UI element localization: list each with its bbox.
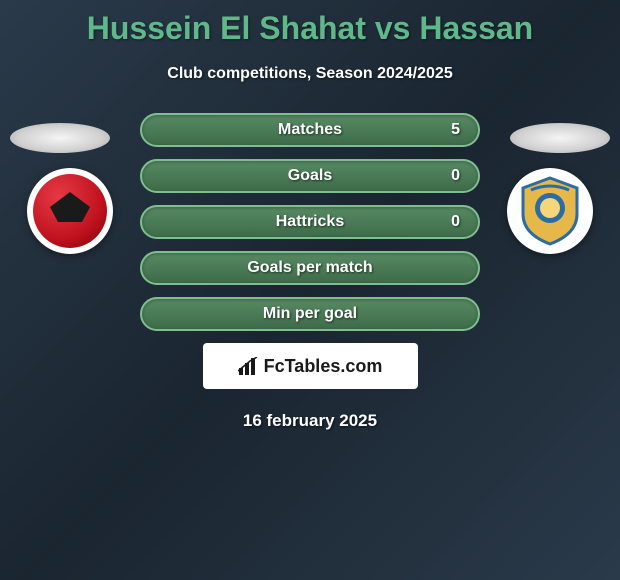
- stat-row-hattricks: Hattricks 0: [140, 205, 480, 239]
- stat-value-right: 0: [451, 213, 460, 231]
- al-ahly-crest-icon: [33, 174, 107, 248]
- team-badge-right: [507, 168, 593, 254]
- team-badge-left: [27, 168, 113, 254]
- brand-logo[interactable]: FcTables.com: [203, 343, 418, 389]
- stat-value-right: 0: [451, 167, 460, 185]
- date-label: 16 february 2025: [0, 411, 620, 431]
- player-avatar-left: [10, 123, 110, 153]
- stat-label: Hattricks: [276, 213, 344, 231]
- stat-row-min-per-goal: Min per goal: [140, 297, 480, 331]
- stat-value-right: 5: [451, 121, 460, 139]
- stat-label: Matches: [278, 121, 342, 139]
- bar-chart-icon: [238, 357, 258, 375]
- stat-row-goals: Goals 0: [140, 159, 480, 193]
- stat-row-goals-per-match: Goals per match: [140, 251, 480, 285]
- player-avatar-right: [510, 123, 610, 153]
- subtitle: Club competitions, Season 2024/2025: [0, 65, 620, 83]
- page-title: Hussein El Shahat vs Hassan: [0, 0, 620, 47]
- comparison-panel: Matches 5 Goals 0 Hattricks 0 Goals per …: [0, 113, 620, 431]
- stat-label: Goals per match: [247, 259, 372, 277]
- ismaily-crest-icon: [511, 172, 589, 250]
- brand-name: FcTables.com: [264, 356, 383, 377]
- stat-label: Min per goal: [263, 305, 357, 323]
- stat-label: Goals: [288, 167, 332, 185]
- stat-row-matches: Matches 5: [140, 113, 480, 147]
